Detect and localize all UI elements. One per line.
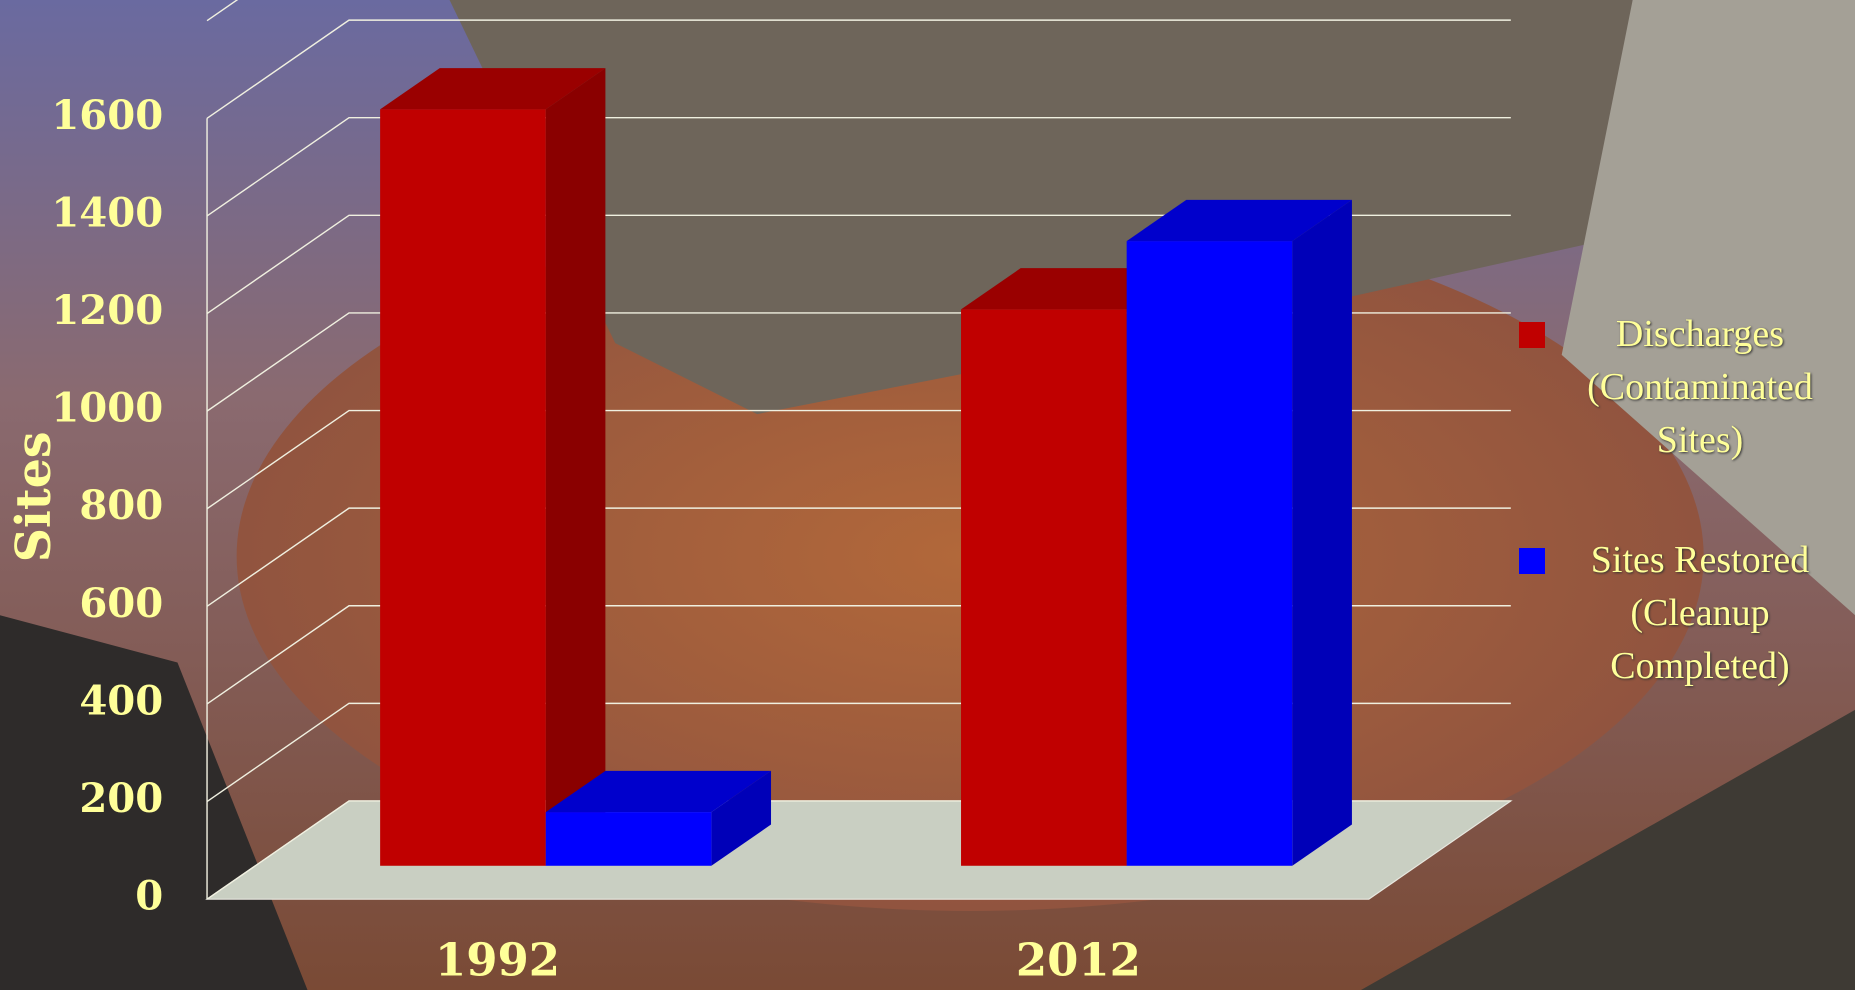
y-tick-label: 200 xyxy=(79,775,163,822)
bar xyxy=(545,812,712,866)
grid-line xyxy=(206,19,1511,119)
bar xyxy=(1126,241,1293,866)
plot-area: Sites 0 200 400 600 800 1000 1200 1400 1600 1992 2… xyxy=(7,0,1513,987)
y-tick-label: 400 xyxy=(79,677,163,724)
y-tick-label: 800 xyxy=(79,482,163,529)
legend-label: Discharges (Contaminated Sites) xyxy=(1587,312,1813,461)
legend-marker xyxy=(1519,321,1546,348)
bar xyxy=(961,309,1127,866)
legend-marker xyxy=(1519,547,1546,574)
x-tick-label: 2012 xyxy=(1016,934,1141,987)
legend-label: Sites Restored (Cleanup Completed) xyxy=(1590,538,1810,687)
y-axis-label: Sites xyxy=(7,432,62,563)
bar-top xyxy=(1126,199,1352,242)
grid-line xyxy=(206,214,1511,315)
x-tick-label: 1992 xyxy=(435,934,560,987)
y-tick-label: 600 xyxy=(79,580,163,627)
background-rock xyxy=(1561,0,1855,616)
y-tick-label: 1400 xyxy=(51,189,163,236)
grid-line xyxy=(206,117,1511,217)
background-barrel xyxy=(449,0,1633,415)
bar-top xyxy=(380,68,606,110)
bar-side xyxy=(711,770,772,866)
bar xyxy=(380,109,546,866)
y-tick-label: 0 xyxy=(135,873,163,920)
bar-side xyxy=(545,68,606,866)
bar-side xyxy=(1292,199,1352,866)
background-ground xyxy=(1361,709,1855,990)
y-tick-label: 1600 xyxy=(51,92,163,139)
y-tick-label: 1000 xyxy=(51,385,163,432)
y-tick-label: 1200 xyxy=(51,287,163,334)
bar-top xyxy=(545,770,772,813)
